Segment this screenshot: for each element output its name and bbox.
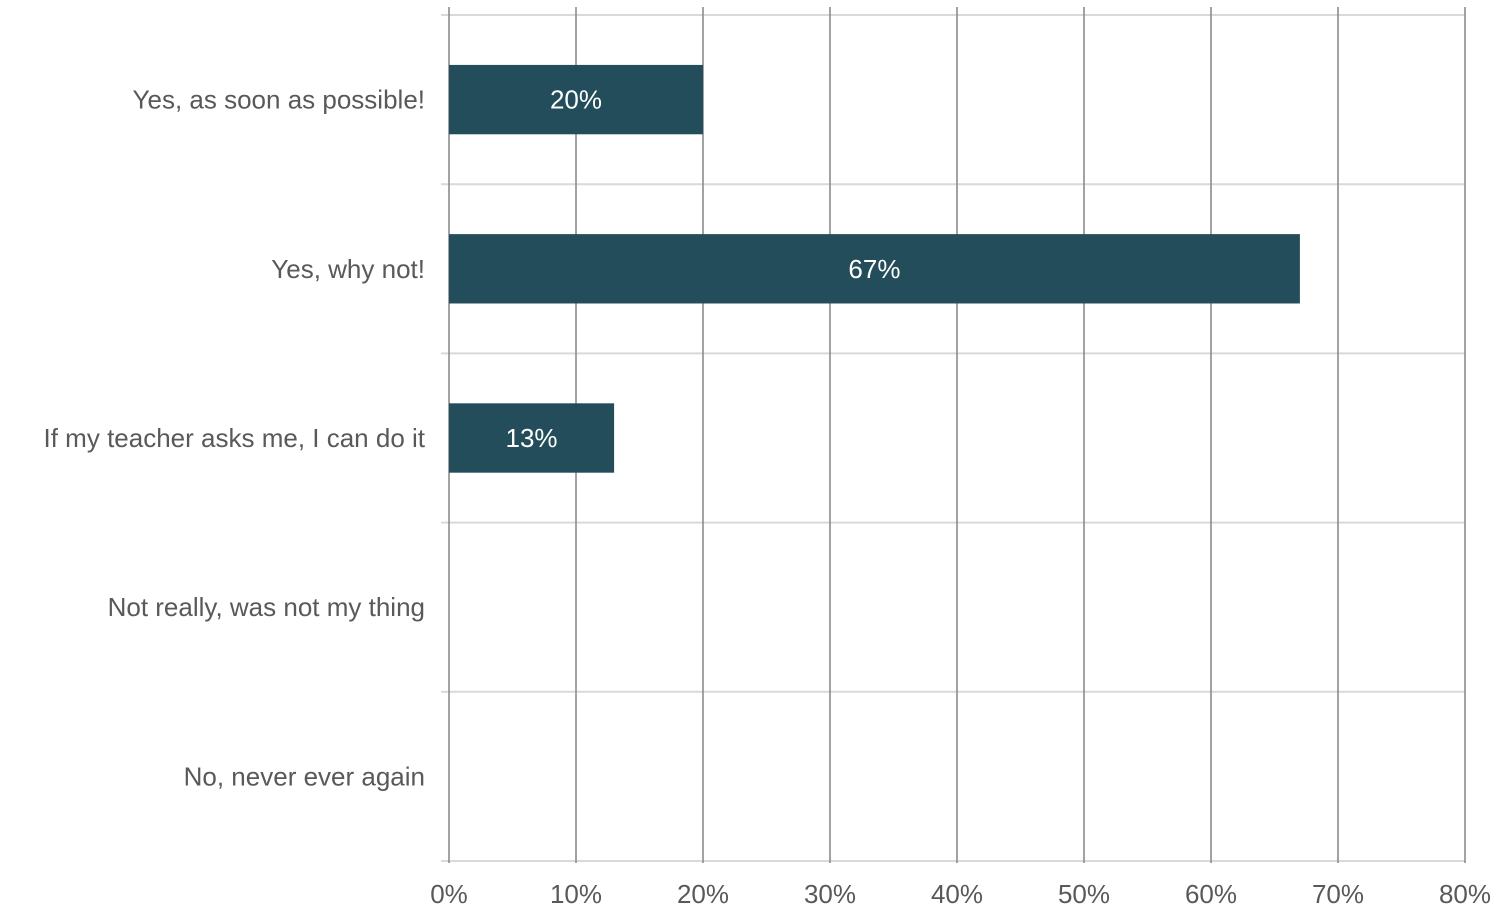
x-tick-label: 20% (677, 879, 729, 909)
x-tick-label: 60% (1185, 879, 1237, 909)
x-tick-label: 70% (1312, 879, 1364, 909)
grid-layer (441, 7, 1466, 863)
x-tick-label: 30% (804, 879, 856, 909)
x-tick-label: 50% (1058, 879, 1110, 909)
x-tick-label: 80% (1439, 879, 1491, 909)
category-label: Yes, as soon as possible! (133, 85, 425, 115)
x-tick-label: 40% (931, 879, 983, 909)
data-label: 20% (550, 85, 602, 115)
label-layer: 0% 10% 20% 30% 40% 50% 60% 70% 80% Yes, as soon a… (44, 85, 1492, 909)
bar (449, 403, 615, 473)
category-label: If my teacher asks me, I can do it (44, 423, 426, 453)
data-label: 67% (848, 254, 900, 284)
x-tick-label: 0% (430, 879, 468, 909)
bar (449, 64, 703, 135)
x-tick-label: 10% (550, 879, 602, 909)
category-label: No, never ever again (184, 761, 425, 791)
category-label: Yes, why not! (271, 254, 425, 284)
data-label: 13% (506, 423, 558, 453)
bar-layer (449, 64, 1300, 473)
category-label: Not really, was not my thing (108, 592, 425, 622)
bar (449, 234, 1300, 304)
